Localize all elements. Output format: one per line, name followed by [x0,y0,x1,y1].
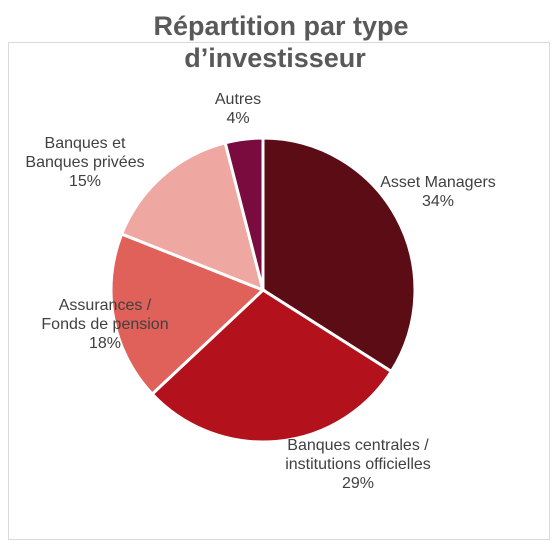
pie-slice [150,288,394,444]
slice-label: Banques et Banques privées 15% [25,134,144,191]
pie-slice [223,136,265,291]
chart-title: Répartition par type d’investisseur [147,11,409,73]
value-label: 4% [226,110,250,127]
category-label: Assurances / Fonds de pension [41,297,169,333]
value-label: 18% [88,335,122,352]
chart-title-box: Répartition par type d’investisseur [0,10,556,74]
value-label: 34% [421,193,455,210]
category-label: Banques centrales / institutions officie… [285,437,431,473]
slice-label: Assurances / Fonds de pension 18% [41,296,168,353]
slice-label: Asset Managers 34% [380,173,496,211]
value-label: 15% [68,173,102,190]
slice-label: Banques centrales / institutions officie… [285,436,431,493]
category-label: Autres [214,91,262,108]
pie-slice [119,140,266,293]
pie-slice [109,232,266,397]
category-label: Banques et Banques privées [25,135,145,171]
value-label: 29% [341,475,375,492]
category-label: Asset Managers [380,174,496,191]
slice-label: Autres 4% [215,90,261,128]
